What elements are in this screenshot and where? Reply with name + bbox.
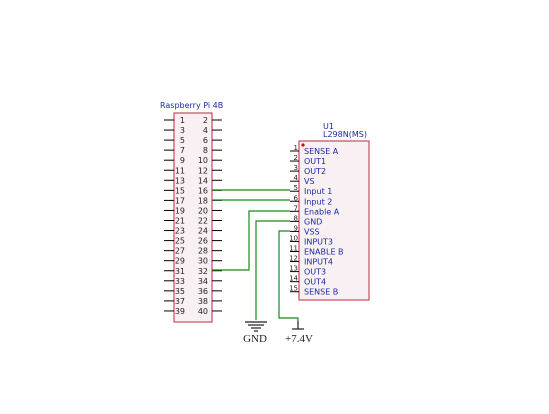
rpi-pin-number: 12 [198, 166, 208, 175]
rpi-pin-number: 28 [198, 247, 208, 256]
rpi-pin-number: 31 [175, 267, 185, 276]
driver-ref: U1 [323, 122, 334, 131]
rpi-pin-number: 24 [198, 227, 208, 236]
driver-pin-name: INPUT4 [304, 258, 333, 267]
rpi-pin-number: 9 [180, 156, 185, 165]
rpi-pin-number: 27 [175, 247, 185, 256]
rpi-pin-number: 34 [198, 277, 208, 286]
driver-pin-name: INPUT3 [304, 237, 333, 246]
rpi-pin-number: 10 [198, 156, 208, 165]
rpi-pin-number: 37 [175, 297, 185, 306]
rpi-pin-number: 36 [198, 287, 208, 296]
rpi-pin-number: 15 [175, 186, 185, 195]
rpi-pin-number: 4 [203, 126, 208, 135]
ground-icon [245, 321, 267, 332]
vcc-label: +7.4V [285, 333, 313, 345]
rpi-pin-number: 30 [198, 257, 208, 266]
rpi-pin-number: 25 [175, 237, 185, 246]
rpi-pin-number: 22 [198, 217, 208, 226]
driver-pin-number: 4 [294, 174, 299, 182]
wires [212, 189, 299, 321]
driver-pin-number: 9 [294, 224, 298, 232]
rpi-pin-number: 8 [203, 146, 208, 155]
wire-vss [278, 230, 299, 321]
driver-pin-name: SENSE B [304, 288, 338, 297]
driver-pin-number: 3 [294, 164, 298, 172]
driver-pin-number: 5 [294, 184, 298, 192]
wire-pin32-enablea [212, 210, 290, 271]
vcc-symbol: +7.4V [285, 321, 313, 345]
rpi-body [173, 112, 213, 323]
rpi-pin-number: 2 [203, 116, 208, 125]
rpi-pin-number: 40 [198, 307, 208, 316]
driver-pin-name: OUT4 [304, 278, 326, 287]
gnd-label: GND [243, 333, 267, 345]
raspberry-pi-header[interactable]: Raspberry Pi 4B 135791113151719212325272… [160, 101, 223, 323]
driver-pin-name: Enable A [304, 207, 340, 216]
rpi-pin-number: 3 [180, 126, 185, 135]
rpi-pin-number: 7 [180, 146, 185, 155]
rpi-pin-number: 14 [198, 176, 208, 185]
driver-pin-number: 13 [289, 265, 298, 273]
rpi-pin-number: 20 [198, 206, 208, 215]
driver-pin-number: 6 [294, 194, 299, 202]
driver-body [298, 140, 370, 301]
driver-pin-number: 8 [294, 214, 298, 222]
driver-pin-name: OUT1 [304, 157, 326, 166]
rpi-pin-number: 1 [180, 116, 185, 125]
driver-pin-number: 10 [289, 234, 298, 242]
driver-pin-number: 7 [294, 204, 298, 212]
power-icon [292, 321, 304, 330]
driver-pin-number: 2 [294, 154, 298, 162]
rpi-pin-number: 26 [198, 237, 208, 246]
rpi-title: Raspberry Pi 4B [160, 101, 223, 110]
rpi-pin-number: 35 [175, 287, 185, 296]
rpi-pin-number: 18 [198, 196, 208, 205]
driver-pin-number: 14 [289, 275, 298, 283]
driver-pin-name: OUT3 [304, 268, 326, 277]
driver-pin-name: VS [304, 177, 315, 186]
driver-pin-name: Input 2 [304, 197, 332, 206]
driver-pin-name: GND [304, 217, 322, 226]
driver-part: L298N(MS) [323, 130, 367, 139]
rpi-pin-number: 39 [175, 307, 185, 316]
rpi-pin-number: 19 [175, 206, 185, 215]
driver-pin-number: 1 [294, 144, 298, 152]
rpi-pin-number: 21 [175, 217, 185, 226]
wire-gnd [255, 220, 290, 320]
rpi-pin-number: 29 [175, 257, 185, 266]
rpi-pin-number: 32 [198, 267, 208, 276]
pin1-marker [301, 143, 305, 147]
driver-pin-number: 12 [289, 255, 298, 263]
driver-pin-number: 11 [289, 245, 298, 253]
rpi-pin-number: 5 [180, 136, 185, 145]
rpi-pin-number: 33 [175, 277, 185, 286]
rpi-pin-number: 13 [175, 176, 185, 185]
rpi-pin-number: 11 [175, 166, 185, 175]
rpi-pin-number: 6 [203, 136, 208, 145]
driver-pin-name: OUT2 [304, 167, 326, 176]
l298n-driver[interactable]: U1 L298N(MS) 1 SENSE A 2 OUT1 3 OUT2 4 VS 5 Input… [289, 122, 370, 301]
driver-pin-name: VSS [304, 227, 320, 236]
rpi-pin-number: 23 [175, 227, 185, 236]
rpi-pin-number: 16 [198, 186, 208, 195]
rpi-pins: 1357911131517192123252729313335373924681… [164, 116, 222, 316]
rpi-pin-number: 17 [175, 196, 185, 205]
rpi-pin-number: 38 [198, 297, 208, 306]
driver-pin-name: ENABLE B [304, 248, 344, 257]
gnd-symbol: GND [243, 321, 267, 345]
driver-pin-name: Input 1 [304, 187, 332, 196]
driver-pins: 1 SENSE A 2 OUT1 3 OUT2 4 VS 5 Input 1 6 Input 2 7 En… [289, 144, 343, 297]
driver-pin-number: 15 [289, 285, 298, 293]
driver-pin-name: SENSE A [304, 147, 339, 156]
